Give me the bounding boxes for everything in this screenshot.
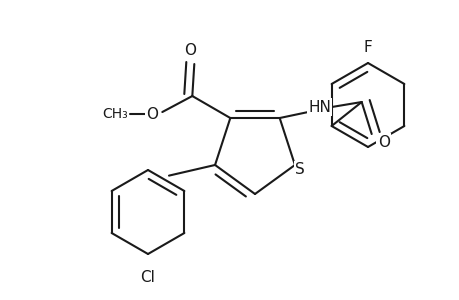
Text: S: S [294,163,304,178]
Text: F: F [363,40,372,55]
Text: CH₃: CH₃ [102,107,128,121]
Text: HN: HN [308,100,330,115]
Text: O: O [377,134,389,149]
Text: Cl: Cl [140,271,155,286]
Text: O: O [146,106,158,122]
Text: O: O [184,43,196,58]
